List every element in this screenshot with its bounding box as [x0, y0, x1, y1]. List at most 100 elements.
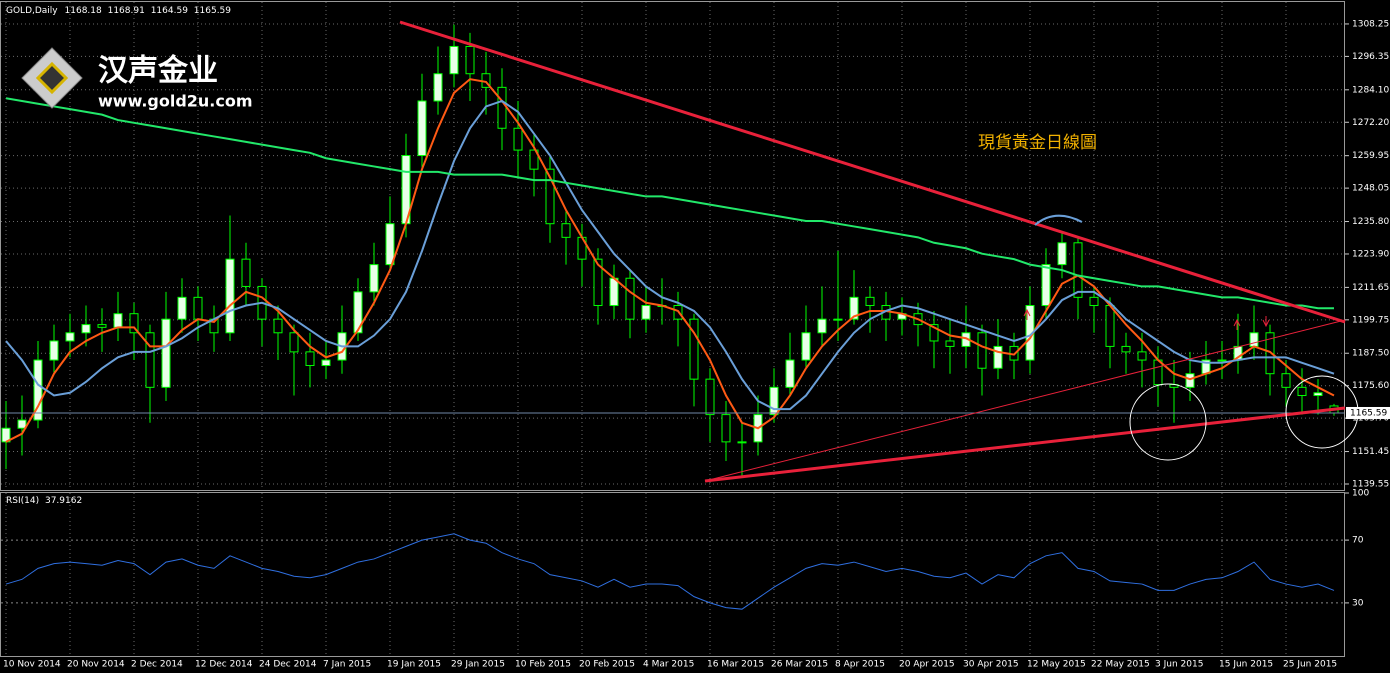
x-tick-label: 12 May 2015 — [1027, 660, 1086, 670]
rsi-label: RSI(14) — [6, 496, 39, 506]
candle-body — [1073, 242, 1083, 298]
candle-body — [1137, 351, 1147, 361]
candle-body — [1297, 386, 1307, 397]
candle-body — [49, 340, 59, 361]
close: 1165.59 — [194, 6, 231, 16]
y-tick-label: 1223.90 — [1352, 249, 1389, 259]
logo: 汉声金业 www.gold2u.com — [21, 47, 253, 111]
candle-body — [1217, 359, 1227, 362]
y-tick-label: 1308.25 — [1352, 19, 1389, 29]
candle-body — [945, 340, 955, 347]
candle-body — [65, 332, 75, 342]
x-tick-label: 7 Jan 2015 — [323, 660, 371, 670]
candle-body — [289, 332, 299, 353]
candle-body — [1313, 392, 1323, 397]
candle-body — [145, 332, 155, 388]
high: 1168.91 — [108, 6, 145, 16]
candle-body — [161, 318, 171, 388]
x-tick-label: 12 Dec 2014 — [195, 660, 253, 670]
candle-body — [1089, 296, 1099, 307]
candle-body — [353, 291, 363, 334]
candle-body — [561, 223, 571, 238]
logo-name: 汉声金业 — [98, 54, 218, 89]
candle-body — [1121, 345, 1131, 353]
candle-body — [849, 296, 859, 320]
candle-body — [737, 441, 747, 444]
rsi-header: RSI(14) 37.9162 — [6, 496, 82, 506]
candle-body — [641, 305, 651, 320]
candle-body — [97, 324, 107, 328]
logo-url: www.gold2u.com — [98, 92, 253, 111]
moving-average — [5, 78, 1335, 443]
candle-body — [33, 359, 43, 421]
y-tick-label: 100 — [1352, 489, 1369, 499]
candle-body — [817, 318, 827, 334]
moving-average — [5, 97, 1334, 310]
candle-body — [433, 73, 443, 102]
candle-body — [513, 127, 523, 151]
candle-body — [689, 318, 699, 380]
rsi-value: 37.9162 — [45, 496, 82, 506]
candle-body — [833, 318, 843, 321]
symbol-header: GOLD,Daily 1168.18 1168.91 1164.59 1165.… — [6, 6, 231, 16]
open: 1168.18 — [65, 6, 102, 16]
y-tick-label: 1199.75 — [1352, 315, 1389, 325]
x-tick-label: 24 Dec 2014 — [259, 660, 317, 670]
candle-body — [785, 359, 795, 388]
plot — [1, 24, 1344, 610]
y-tick-label: 1175.60 — [1352, 381, 1389, 391]
candle-body — [769, 386, 779, 416]
candle-body — [625, 277, 635, 320]
rsi-line — [5, 533, 1335, 610]
candle-body — [449, 45, 459, 75]
candle-body — [705, 378, 715, 416]
candle-body — [305, 351, 315, 367]
candle-body — [1105, 305, 1115, 347]
y-tick-label: 70 — [1352, 536, 1364, 546]
y-tick-label: 1187.50 — [1352, 349, 1389, 359]
candle-body — [465, 45, 475, 75]
x-tick-label: 15 Jun 2015 — [1219, 660, 1273, 670]
candle-body — [1265, 332, 1275, 375]
x-tick-label: 19 Jan 2015 — [387, 660, 441, 670]
annotation: 現貨黃金日線圖 — [978, 133, 1097, 153]
x-tick-label: 25 Jun 2015 — [1283, 660, 1337, 670]
x-tick-label: 30 Apr 2015 — [963, 660, 1019, 670]
candle-body — [225, 258, 235, 334]
candle-body — [721, 414, 731, 443]
candle-body — [609, 277, 619, 307]
candle-body — [1057, 242, 1067, 266]
y-tick-label: 1151.45 — [1352, 447, 1389, 457]
candle-body — [529, 149, 539, 170]
rsi-panel — [0, 492, 1345, 657]
y-tick-label: 1235.80 — [1352, 217, 1389, 227]
candle-body — [129, 313, 139, 334]
candle-body — [273, 318, 283, 334]
candle-body — [977, 332, 987, 369]
price-tag-label: 1165.59 — [1350, 408, 1387, 418]
price-tag — [1346, 406, 1390, 419]
candle-body — [801, 332, 811, 361]
candle-body — [385, 223, 395, 266]
candle-body — [17, 419, 27, 429]
x-tick-label: 3 Jun 2015 — [1155, 660, 1203, 670]
candle-body — [545, 168, 555, 225]
x-tick-label: 22 May 2015 — [1091, 660, 1150, 670]
x-tick-label: 16 Mar 2015 — [707, 660, 764, 670]
candle-body — [321, 359, 331, 367]
x-tick-label: 4 Mar 2015 — [643, 660, 694, 670]
candle-body — [1281, 373, 1291, 388]
y-tick-label: 1211.65 — [1352, 283, 1389, 293]
x-tick-label: 2 Dec 2014 — [131, 660, 183, 670]
y-tick-label: 1296.35 — [1352, 52, 1389, 62]
candle-body — [1185, 373, 1195, 388]
y-tick-label: 1248.05 — [1352, 184, 1389, 194]
candle-body — [417, 100, 427, 157]
candle-body — [593, 258, 603, 307]
y-tick-label: 1139.55 — [1352, 480, 1389, 490]
candle-body — [1041, 264, 1051, 307]
candle-body — [81, 324, 91, 334]
y-tick-label: 1259.95 — [1352, 151, 1389, 161]
y-tick-label: 1284.10 — [1352, 85, 1389, 95]
